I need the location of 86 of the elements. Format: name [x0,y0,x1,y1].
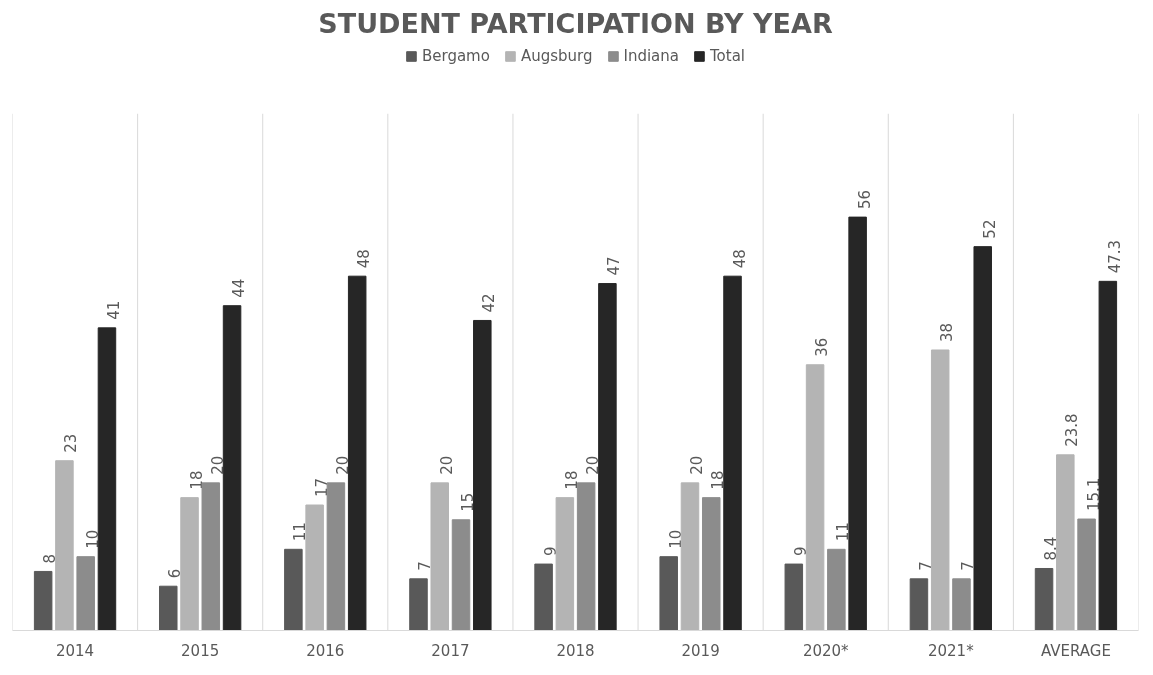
data-label: 7 [959,561,978,571]
data-label: 11 [834,522,853,542]
bar [1034,567,1054,631]
bar [451,519,471,631]
bar [347,275,367,631]
legend-label: Augsburg [520,47,593,65]
bar [201,482,221,631]
data-label: 36 [813,337,832,357]
bar [930,349,950,631]
bar [305,504,324,631]
bar [55,460,74,631]
bar [909,578,929,631]
data-label: 18 [187,470,206,490]
bar [680,482,700,631]
data-label: 48 [730,249,749,269]
bar [159,585,178,631]
bar [1077,518,1096,631]
data-label: 18 [709,470,728,490]
x-tick-label: 2021* [928,641,975,660]
bar [76,556,95,631]
data-label: 20 [208,455,227,475]
data-label: 44 [230,278,249,298]
data-label: 20 [333,455,352,475]
bar [1056,454,1075,631]
bar [576,482,596,631]
data-label: 9 [541,546,560,557]
bar [723,275,742,631]
legend-label: Total [709,47,746,65]
bar [326,482,346,631]
bar [784,563,804,631]
bar [659,556,678,631]
data-label: 20 [437,455,456,475]
bar [33,570,53,631]
data-label: 10 [83,529,102,549]
data-label: 42 [480,293,499,313]
bar [827,548,846,631]
data-label: 52 [980,219,999,239]
data-label: 56 [855,190,874,210]
data-label: 8 [41,553,60,564]
bar [1098,280,1118,631]
bar [598,283,617,631]
data-label: 10 [666,529,685,549]
data-label: 47 [605,256,624,276]
bar [222,305,242,631]
data-label: 9 [791,546,810,557]
bar [805,364,825,631]
bar [284,548,303,631]
legend-label: Bergamo [421,47,490,65]
x-tick-label: 2014 [55,641,95,660]
x-tick-label: 2019 [681,641,720,660]
data-label: 23 [62,433,81,453]
chart-title: STUDENT PARTICIPATION BY YEAR [318,7,833,39]
x-tick-label: 2020* [802,641,850,660]
data-label: 20 [584,455,603,475]
bar [848,216,867,631]
data-label: 15.1 [1084,477,1103,512]
bar [97,327,117,631]
legend-label: Indiana [623,47,679,65]
data-label: 38 [938,322,957,342]
data-label: 15 [459,492,478,512]
x-tick-label: 2016 [306,641,345,660]
data-label: 20 [687,455,706,475]
x-tick-label: 2017 [431,641,470,660]
data-label: 8.4 [1042,536,1061,561]
x-tick-label: 2018 [556,641,595,660]
bar [973,246,992,631]
bar [701,497,721,631]
x-tick-label: AVERAGE [1040,641,1111,660]
data-label: 11 [291,522,310,542]
bar [555,497,575,631]
data-label: 6 [166,568,185,579]
data-label: 7 [916,561,935,571]
data-label: 41 [104,300,123,320]
bar [534,563,553,631]
bar [473,319,492,631]
data-label: 7 [416,561,435,571]
x-tick-label: 2015 [181,641,220,660]
data-label: 18 [562,470,581,490]
bar [180,497,199,631]
bar [409,578,428,631]
bar [952,578,971,631]
bar [430,482,450,631]
data-label: 47.3 [1105,239,1124,274]
data-label: 17 [312,477,331,498]
data-label: 48 [355,249,374,269]
data-label: 23.8 [1063,413,1082,447]
